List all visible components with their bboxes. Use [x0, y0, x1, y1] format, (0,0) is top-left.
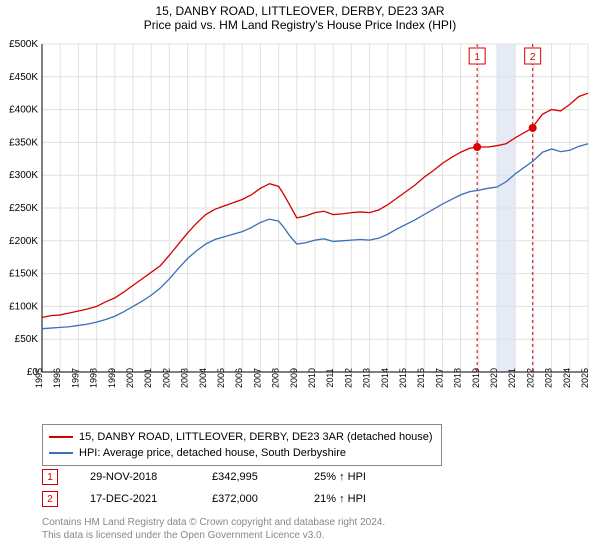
transaction-row: 2 17-DEC-2021 £372,000 21% ↑ HPI — [42, 488, 394, 510]
transaction-date: 29-NOV-2018 — [90, 471, 180, 483]
transaction-marker-1: 1 — [42, 469, 58, 485]
svg-text:2001: 2001 — [143, 368, 153, 388]
legend-item-hpi: HPI: Average price, detached house, Sout… — [49, 445, 433, 461]
footer-line1: Contains HM Land Registry data © Crown c… — [42, 516, 385, 529]
attribution-footer: Contains HM Land Registry data © Crown c… — [42, 516, 385, 542]
svg-text:2008: 2008 — [271, 368, 281, 388]
svg-text:£350K: £350K — [9, 137, 38, 148]
svg-text:2: 2 — [530, 52, 536, 63]
svg-text:£450K: £450K — [9, 72, 38, 83]
svg-text:2015: 2015 — [398, 368, 408, 388]
svg-text:2009: 2009 — [289, 368, 299, 388]
legend-label: HPI: Average price, detached house, Sout… — [79, 445, 346, 461]
svg-text:2019: 2019 — [471, 368, 481, 388]
svg-text:2024: 2024 — [562, 368, 572, 388]
svg-text:2017: 2017 — [434, 368, 444, 388]
svg-text:£400K: £400K — [9, 105, 38, 116]
legend-swatch — [49, 452, 73, 454]
chart-title-subtitle: Price paid vs. HM Land Registry's House … — [0, 18, 600, 32]
svg-text:2023: 2023 — [544, 368, 554, 388]
svg-text:2020: 2020 — [489, 368, 499, 388]
svg-text:£250K: £250K — [9, 203, 38, 214]
chart-title-address: 15, DANBY ROAD, LITTLEOVER, DERBY, DE23 … — [0, 4, 600, 18]
svg-text:£200K: £200K — [9, 236, 38, 247]
chart-legend: 15, DANBY ROAD, LITTLEOVER, DERBY, DE23 … — [42, 424, 442, 466]
svg-text:2000: 2000 — [125, 368, 135, 388]
svg-text:2016: 2016 — [416, 368, 426, 388]
svg-text:2003: 2003 — [180, 368, 190, 388]
footer-line2: This data is licensed under the Open Gov… — [42, 529, 385, 542]
transaction-price: £372,000 — [212, 493, 282, 505]
svg-text:1: 1 — [474, 52, 480, 63]
svg-text:£300K: £300K — [9, 170, 38, 181]
legend-label: 15, DANBY ROAD, LITTLEOVER, DERBY, DE23 … — [79, 429, 433, 445]
svg-text:2022: 2022 — [525, 368, 535, 388]
svg-text:£100K: £100K — [9, 301, 38, 312]
svg-text:2021: 2021 — [507, 368, 517, 388]
svg-text:2005: 2005 — [216, 368, 226, 388]
svg-text:2018: 2018 — [453, 368, 463, 388]
svg-text:2007: 2007 — [252, 368, 262, 388]
transaction-marker-2: 2 — [42, 491, 58, 507]
svg-text:2025: 2025 — [580, 368, 590, 388]
transaction-price: £342,995 — [212, 471, 282, 483]
svg-text:2006: 2006 — [234, 368, 244, 388]
svg-text:2012: 2012 — [343, 368, 353, 388]
svg-text:2002: 2002 — [161, 368, 171, 388]
svg-text:£150K: £150K — [9, 269, 38, 280]
svg-text:1996: 1996 — [52, 368, 62, 388]
transaction-pct: 25% ↑ HPI — [314, 471, 394, 483]
svg-text:1997: 1997 — [70, 368, 80, 388]
svg-text:1998: 1998 — [89, 368, 99, 388]
legend-item-address: 15, DANBY ROAD, LITTLEOVER, DERBY, DE23 … — [49, 429, 433, 445]
transaction-list: 1 29-NOV-2018 £342,995 25% ↑ HPI 2 17-DE… — [42, 466, 394, 510]
svg-text:2010: 2010 — [307, 368, 317, 388]
svg-text:£50K: £50K — [15, 334, 39, 345]
svg-text:2014: 2014 — [380, 368, 390, 388]
svg-text:2004: 2004 — [198, 368, 208, 388]
svg-text:2011: 2011 — [325, 368, 335, 387]
transaction-row: 1 29-NOV-2018 £342,995 25% ↑ HPI — [42, 466, 394, 488]
transaction-date: 17-DEC-2021 — [90, 493, 180, 505]
svg-text:1999: 1999 — [107, 368, 117, 388]
svg-text:£500K: £500K — [9, 39, 38, 50]
price-chart: £0£50K£100K£150K£200K£250K£300K£350K£400… — [0, 38, 600, 418]
svg-text:2013: 2013 — [362, 368, 372, 388]
transaction-pct: 21% ↑ HPI — [314, 493, 394, 505]
legend-swatch — [49, 436, 73, 438]
